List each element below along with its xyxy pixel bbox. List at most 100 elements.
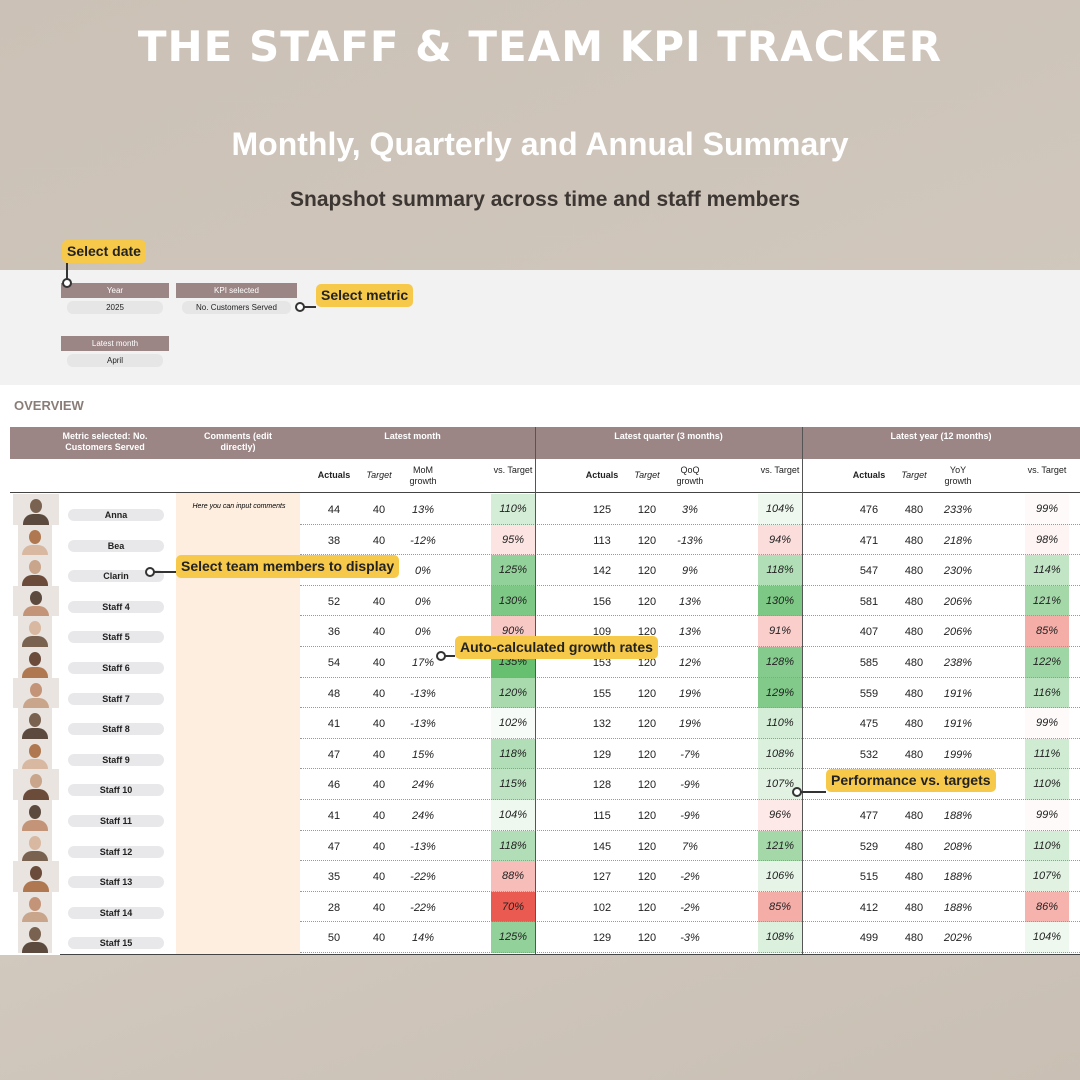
row-separator (300, 584, 1080, 586)
comment-cell[interactable] (176, 837, 300, 866)
vs-target-cell: 120% (491, 677, 535, 709)
staff-name[interactable]: Staff 9 (68, 753, 164, 766)
column-header: MoM growth (409, 465, 437, 486)
group-header: Latest year (12 months) (890, 431, 992, 441)
vs-target-cell: 108% (758, 738, 802, 770)
control-dropdown[interactable]: No. Customers Served (182, 301, 291, 314)
value-cell: 19% (678, 718, 702, 731)
callout-dot (62, 278, 72, 288)
comment-cell[interactable] (176, 775, 300, 804)
comment-cell[interactable] (176, 653, 300, 682)
table-bottom (60, 954, 1080, 955)
staff-name[interactable]: Staff 5 (68, 631, 164, 644)
staff-name[interactable]: Staff 15 (68, 937, 164, 950)
staff-photo (13, 677, 59, 709)
photo-head (29, 560, 41, 575)
staff-name[interactable]: Staff 14 (68, 906, 164, 919)
photo-body (23, 789, 49, 800)
callout-line (797, 791, 826, 793)
staff-name[interactable]: Staff 8 (68, 723, 164, 736)
value-cell: 206% (943, 595, 973, 608)
value-cell: 44 (327, 504, 341, 516)
staff-photo (13, 494, 59, 525)
tagline: Snapshot summary across time and staff m… (289, 188, 800, 211)
row-separator (300, 921, 1080, 923)
value-cell: 529 (859, 840, 879, 853)
photo-head (30, 682, 42, 697)
comments-header: Comments (edit directly) (203, 431, 272, 452)
vs-target-cell: 118% (758, 555, 802, 586)
staff-name[interactable]: Staff 4 (68, 600, 164, 613)
staff-name[interactable]: Bea (68, 539, 164, 552)
value-cell: 41 (327, 718, 341, 731)
value-cell: 36 (327, 626, 341, 639)
photo-head (29, 743, 41, 758)
value-cell: 102 (592, 901, 612, 914)
value-cell: 581 (859, 595, 879, 608)
value-cell: 499 (859, 932, 879, 945)
comment-cell[interactable] (176, 745, 300, 774)
callout-label: Select metric (316, 284, 414, 307)
column-header: vs. Target (493, 465, 533, 475)
staff-name[interactable]: Staff 11 (68, 815, 164, 827)
group-header: Latest month (384, 431, 441, 441)
value-cell: 206% (943, 626, 973, 639)
value-cell: 475 (859, 718, 879, 731)
photo-head (29, 652, 41, 666)
value-cell: 120 (637, 595, 657, 608)
row-separator (300, 952, 1080, 953)
comment-cell[interactable] (176, 898, 300, 927)
value-cell: 40 (372, 626, 386, 639)
value-cell: 480 (904, 534, 924, 547)
comment-cell[interactable] (176, 592, 300, 621)
comment-cell[interactable] (176, 867, 300, 896)
value-cell: 480 (904, 657, 924, 669)
staff-name[interactable]: Staff 7 (68, 692, 164, 705)
row-separator (300, 646, 1080, 647)
comment-cell[interactable] (176, 806, 300, 835)
value-cell: 50 (327, 932, 341, 945)
value-cell: 40 (372, 810, 386, 822)
comment-cell[interactable] (176, 928, 300, 957)
vs-target-cell: 98% (1025, 524, 1069, 556)
column-header: Target (634, 470, 660, 480)
value-cell: 52 (327, 595, 341, 608)
value-cell: 480 (904, 718, 924, 731)
staff-name[interactable]: Anna (68, 509, 164, 521)
value-cell: 47 (327, 748, 341, 761)
staff-photo (18, 830, 52, 862)
vs-target-cell: 102% (491, 708, 535, 739)
staff-name[interactable]: Staff 12 (68, 845, 164, 858)
value-cell: -9% (680, 810, 700, 822)
staff-photo (13, 861, 59, 892)
vs-target-cell: 107% (1025, 861, 1069, 892)
value-cell: 40 (372, 901, 386, 914)
staff-name[interactable]: Staff 6 (68, 662, 164, 674)
staff-name[interactable]: Staff 13 (68, 876, 164, 889)
value-cell: 28 (327, 901, 341, 914)
vs-target-cell: 70% (491, 891, 535, 923)
vs-target-cell: 110% (1025, 769, 1069, 800)
staff-photo (18, 738, 52, 770)
vs-target-cell: 125% (491, 555, 535, 586)
value-cell: 40 (372, 871, 386, 884)
column-header: Actuals (852, 470, 886, 480)
vs-target-cell: 85% (758, 891, 802, 923)
vs-target-cell: 121% (758, 830, 802, 862)
staff-name[interactable]: Clarin (68, 570, 164, 583)
value-cell: 532 (859, 748, 879, 761)
staff-name[interactable]: Staff 10 (68, 784, 164, 797)
column-header: Target (901, 470, 927, 480)
comment-cell[interactable] (176, 622, 300, 651)
comment-cell[interactable] (176, 714, 300, 743)
value-cell: 113 (593, 534, 611, 547)
control-dropdown[interactable]: April (67, 354, 163, 367)
value-cell: 480 (904, 810, 924, 822)
value-cell: 547 (859, 565, 879, 578)
value-cell: -2% (680, 871, 700, 884)
value-cell: 480 (904, 687, 924, 700)
comment-placeholder[interactable]: Here you can input comments (192, 503, 286, 510)
group-divider (535, 427, 536, 955)
comment-cell[interactable] (176, 684, 300, 713)
control-dropdown[interactable]: 2025 (67, 301, 163, 314)
